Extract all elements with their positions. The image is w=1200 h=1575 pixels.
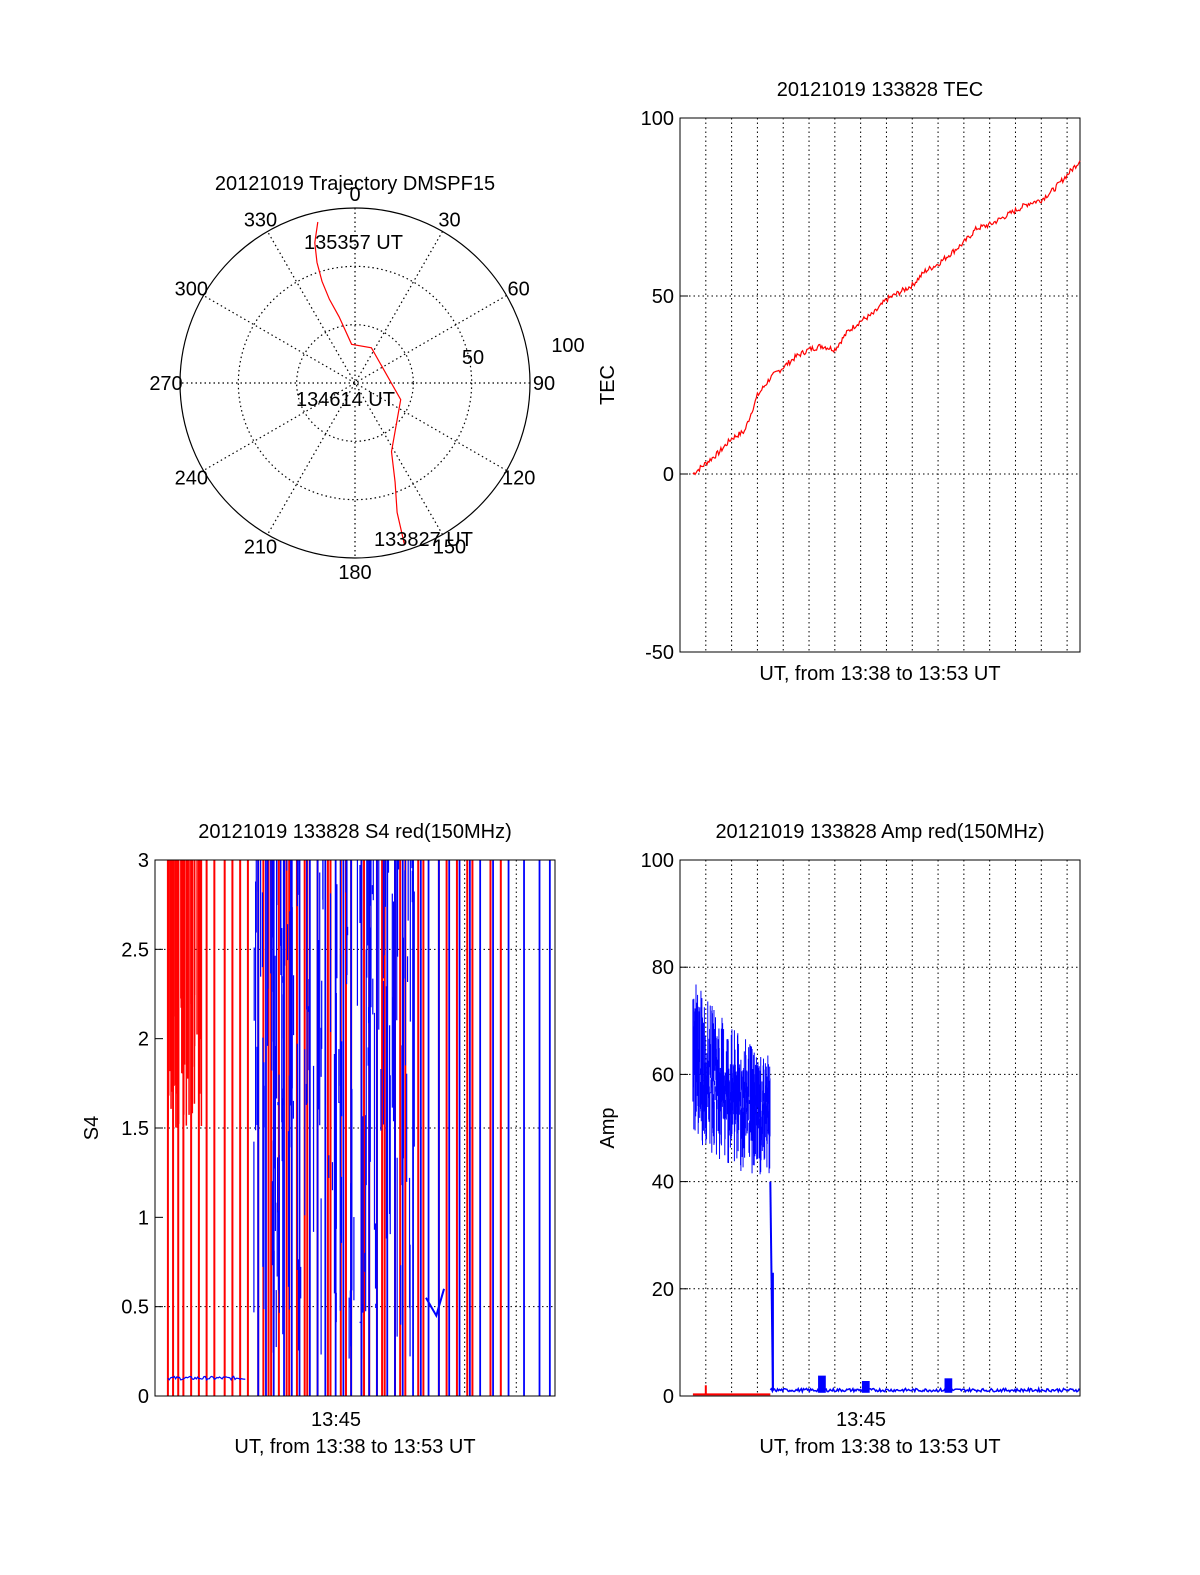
s4-blue-baseline: [167, 1375, 246, 1382]
amp-xlabel: UT, from 13:38 to 13:53 UT: [759, 1436, 1000, 1458]
tec-axes-frame: [679, 117, 1081, 653]
amp-xtick-label: 13:45: [836, 1409, 886, 1431]
y-tick-label: 3: [138, 850, 149, 872]
tec-xlabel: UT, from 13:38 to 13:53 UT: [759, 663, 1000, 685]
amp-gridlines: [680, 860, 1080, 1396]
y-tick-label: 2: [138, 1029, 149, 1051]
polar-azimuth-label: 0: [349, 184, 360, 206]
polar-azimuth-label: 60: [508, 279, 530, 301]
tec-ylabel: TEC: [597, 365, 619, 405]
amp-panel: 20121019 133828 Amp red(150MHz) 0 20 40 60 8…: [597, 821, 1081, 1458]
y-tick-label: 80: [652, 957, 674, 979]
s4-xtick-label: 13:45: [311, 1409, 361, 1431]
tec-gridlines: [680, 118, 1080, 652]
s4-ylabel: S4: [81, 1116, 103, 1140]
y-tick-label: 100: [641, 850, 674, 872]
s4-xlabel: UT, from 13:38 to 13:53 UT: [234, 1436, 475, 1458]
polar-ring: [237, 265, 473, 501]
polar-azimuth-label: 30: [438, 209, 460, 231]
y-tick-label: 0: [138, 1386, 149, 1408]
polar-ring: [296, 324, 414, 442]
polar-azimuth-labels: 0 30 60 90 120 150 180 210 240 270 300 330: [149, 184, 555, 584]
polar-radial-label-50: 50: [462, 347, 484, 369]
y-tick-label: 50: [652, 286, 674, 308]
y-tick-label: 1: [138, 1207, 149, 1229]
amp-axes-frame: [679, 859, 1081, 1397]
trajectory-panel: 20121019 Trajectory DMSPF15 0 30 60 90 120 15…: [149, 173, 584, 584]
amp-y-ticks: 0 20 40 60 80 100: [641, 850, 688, 1408]
amp-series: [692, 984, 1081, 1396]
polar-azimuth-label: 330: [244, 209, 277, 231]
s4-y-ticks: 0 0.5 1 1.5 2 2.5 3: [121, 850, 163, 1408]
y-tick-label: -50: [645, 642, 674, 664]
traj-annotation-start: 133827 UT: [374, 529, 473, 551]
y-tick-label: 100: [641, 108, 674, 130]
polar-azimuth-label: 90: [533, 373, 555, 395]
polar-azimuth-label: 210: [244, 537, 277, 559]
tec-series-line: [692, 160, 1081, 476]
amp-blue-bump: [944, 1378, 953, 1393]
y-tick-label: 40: [652, 1172, 674, 1194]
s4-title: 20121019 133828 S4 red(150MHz): [198, 821, 512, 843]
polar-azimuth-label: 240: [175, 468, 208, 490]
amp-blue-tail: [769, 1386, 1081, 1394]
y-tick-label: 0.5: [121, 1297, 149, 1319]
y-tick-label: 20: [652, 1279, 674, 1301]
tec-title: 20121019 133828 TEC: [777, 79, 983, 101]
amp-title: 20121019 133828 Amp red(150MHz): [715, 821, 1044, 843]
amp-ylabel: Amp: [597, 1107, 619, 1148]
traj-annotation-mid: 134614 UT: [296, 389, 395, 411]
trajectory-title: 20121019 Trajectory DMSPF15: [215, 173, 495, 195]
s4-blue-bump: [425, 1288, 445, 1319]
s4-blue-series: [167, 860, 551, 1396]
trajectory-track: [314, 221, 406, 545]
amp-blue-bump: [818, 1375, 826, 1393]
tec-panel: 20121019 133828 TEC -50 0 50 100 TEC UT, fr…: [597, 79, 1081, 685]
y-tick-label: 0: [663, 1386, 674, 1408]
polar-radial-label-100: 100: [551, 335, 584, 357]
y-tick-label: 60: [652, 1064, 674, 1086]
polar-azimuth-label: 270: [149, 373, 182, 395]
traj-annotation-end: 135357 UT: [304, 232, 403, 254]
polar-azimuth-label: 120: [502, 468, 535, 490]
y-tick-label: 0: [663, 464, 674, 486]
y-tick-label: 1.5: [121, 1118, 149, 1140]
polar-azimuth-label: 300: [175, 279, 208, 301]
tec-y-ticks: -50 0 50 100: [641, 108, 688, 664]
polar-grid: [179, 207, 531, 559]
amp-blue-bump: [861, 1380, 870, 1393]
polar-azimuth-label: 150: [433, 537, 466, 559]
polar-azimuth-label: 180: [338, 562, 371, 584]
y-tick-label: 2.5: [121, 939, 149, 961]
s4-panel: 20121019 133828 S4 red(150MHz) 0 0.5 1 1.5 2…: [81, 821, 556, 1458]
